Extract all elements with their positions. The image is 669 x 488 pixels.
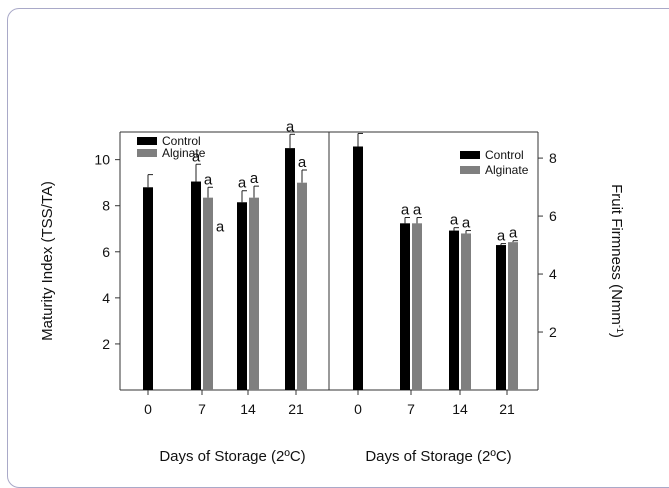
legend-label-alginate: Alginate [485, 163, 529, 177]
y-tick-label-right: 8 [549, 150, 557, 166]
x-tick-label: 0 [354, 401, 362, 417]
y-tick-label-right: 4 [549, 266, 557, 282]
annotation-label: a [216, 218, 225, 235]
significance-label: a [462, 215, 471, 232]
significance-label: a [192, 148, 201, 165]
y-tick-label-right: 6 [549, 208, 557, 224]
legend-label-alginate: Alginate [162, 146, 206, 160]
bar-control [496, 245, 506, 390]
significance-label: a [238, 175, 247, 192]
y-tick-label-left: 4 [102, 290, 110, 306]
legend-swatch-alginate [460, 166, 480, 174]
figure-card [7, 8, 669, 488]
significance-label: a [298, 154, 307, 171]
bar-alginate [412, 223, 422, 390]
significance-label: a [450, 212, 459, 229]
legend-swatch-control [460, 151, 480, 159]
significance-label: a [204, 171, 213, 188]
x-tick-label: 21 [499, 401, 515, 417]
bar-control [285, 148, 295, 390]
bar-control [449, 230, 459, 390]
y-tick-label-right: 2 [549, 324, 557, 340]
significance-label: a [401, 202, 410, 219]
significance-label: a [250, 170, 259, 187]
significance-label: a [413, 202, 422, 219]
x-tick-label: 7 [407, 401, 415, 417]
y-tick-label-left: 6 [102, 244, 110, 260]
y-axis-title-right: Fruit Firmness (Nmm-1) [608, 184, 625, 338]
legend-label-control: Control [162, 134, 201, 148]
significance-label: a [497, 228, 506, 245]
y-tick-label-left: 10 [94, 152, 110, 168]
x-tick-label: 0 [144, 401, 152, 417]
y-axis-title-left: Maturity Index (TSS/TA) [39, 181, 56, 341]
bar-control [191, 181, 201, 390]
x-axis-title: Days of Storage (2ºC) [365, 448, 511, 465]
legend-label-control: Control [485, 148, 524, 162]
x-tick-label: 14 [452, 401, 468, 417]
bar-alginate [461, 233, 471, 390]
x-tick-label: 7 [198, 401, 206, 417]
bar-control [353, 146, 363, 390]
significance-label: a [509, 225, 518, 242]
legend-swatch-alginate [137, 149, 157, 157]
chart-svg: 2 4 6 8 10 Maturity Index (TSS/TA) 0 7 14 21 Days … [39, 118, 625, 465]
x-tick-label: 21 [288, 401, 304, 417]
bar-control [237, 202, 247, 390]
legend-swatch-control [137, 137, 157, 145]
significance-label: a [286, 118, 295, 135]
bar-control [143, 187, 153, 390]
bar-alginate [249, 197, 259, 390]
bar-control [400, 223, 410, 390]
x-tick-label: 14 [240, 401, 256, 417]
y-tick-label-left: 2 [102, 336, 110, 352]
bar-alginate [297, 182, 307, 390]
y-tick-label-left: 8 [102, 198, 110, 214]
bar-alginate [203, 197, 213, 390]
bar-alginate [508, 242, 518, 390]
x-axis-title: Days of Storage (2ºC) [159, 448, 305, 465]
